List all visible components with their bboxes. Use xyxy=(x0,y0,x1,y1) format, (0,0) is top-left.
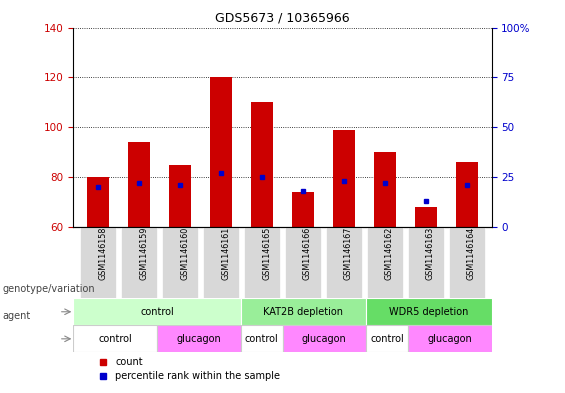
Text: WDR5 depletion: WDR5 depletion xyxy=(389,307,468,317)
Bar xyxy=(373,152,396,227)
FancyBboxPatch shape xyxy=(244,227,280,298)
Text: glucagon: glucagon xyxy=(302,334,347,344)
FancyBboxPatch shape xyxy=(80,227,116,298)
Text: glucagon: glucagon xyxy=(176,334,221,344)
FancyBboxPatch shape xyxy=(325,227,362,298)
Text: GSM1146164: GSM1146164 xyxy=(467,227,476,280)
Text: GSM1146159: GSM1146159 xyxy=(139,227,148,281)
Text: GSM1146162: GSM1146162 xyxy=(385,227,394,280)
FancyBboxPatch shape xyxy=(449,227,485,298)
FancyBboxPatch shape xyxy=(162,227,198,298)
Text: control: control xyxy=(140,307,174,317)
Bar xyxy=(73,298,241,325)
Bar xyxy=(87,177,109,227)
Title: GDS5673 / 10365966: GDS5673 / 10365966 xyxy=(215,12,350,25)
Bar xyxy=(157,325,241,353)
Bar xyxy=(73,325,157,353)
Bar xyxy=(333,130,355,227)
Bar xyxy=(251,102,273,227)
Bar xyxy=(241,298,366,325)
Text: control: control xyxy=(98,334,132,344)
FancyBboxPatch shape xyxy=(367,227,403,298)
Text: glucagon: glucagon xyxy=(427,334,472,344)
Text: GSM1146160: GSM1146160 xyxy=(180,227,189,280)
Bar xyxy=(169,165,192,227)
Bar xyxy=(128,142,150,227)
Text: KAT2B depletion: KAT2B depletion xyxy=(263,307,344,317)
Bar xyxy=(408,325,492,353)
FancyBboxPatch shape xyxy=(285,227,321,298)
Text: GSM1146167: GSM1146167 xyxy=(344,227,353,280)
Text: GSM1146166: GSM1146166 xyxy=(303,227,312,280)
Bar xyxy=(282,325,366,353)
Text: GSM1146158: GSM1146158 xyxy=(98,227,107,280)
FancyBboxPatch shape xyxy=(407,227,445,298)
Text: genotype/variation: genotype/variation xyxy=(3,284,95,294)
Text: GSM1146163: GSM1146163 xyxy=(426,227,435,280)
Bar xyxy=(366,325,408,353)
Text: count: count xyxy=(115,356,143,367)
FancyBboxPatch shape xyxy=(203,227,240,298)
Bar xyxy=(456,162,478,227)
Bar xyxy=(415,207,437,227)
Bar xyxy=(292,192,314,227)
Text: GSM1146161: GSM1146161 xyxy=(221,227,230,280)
FancyBboxPatch shape xyxy=(120,227,158,298)
Text: agent: agent xyxy=(3,311,31,321)
Text: control: control xyxy=(370,334,404,344)
Text: control: control xyxy=(245,334,279,344)
Bar xyxy=(210,77,232,227)
Text: percentile rank within the sample: percentile rank within the sample xyxy=(115,371,280,381)
Bar xyxy=(241,325,282,353)
Text: GSM1146165: GSM1146165 xyxy=(262,227,271,280)
Bar xyxy=(366,298,492,325)
